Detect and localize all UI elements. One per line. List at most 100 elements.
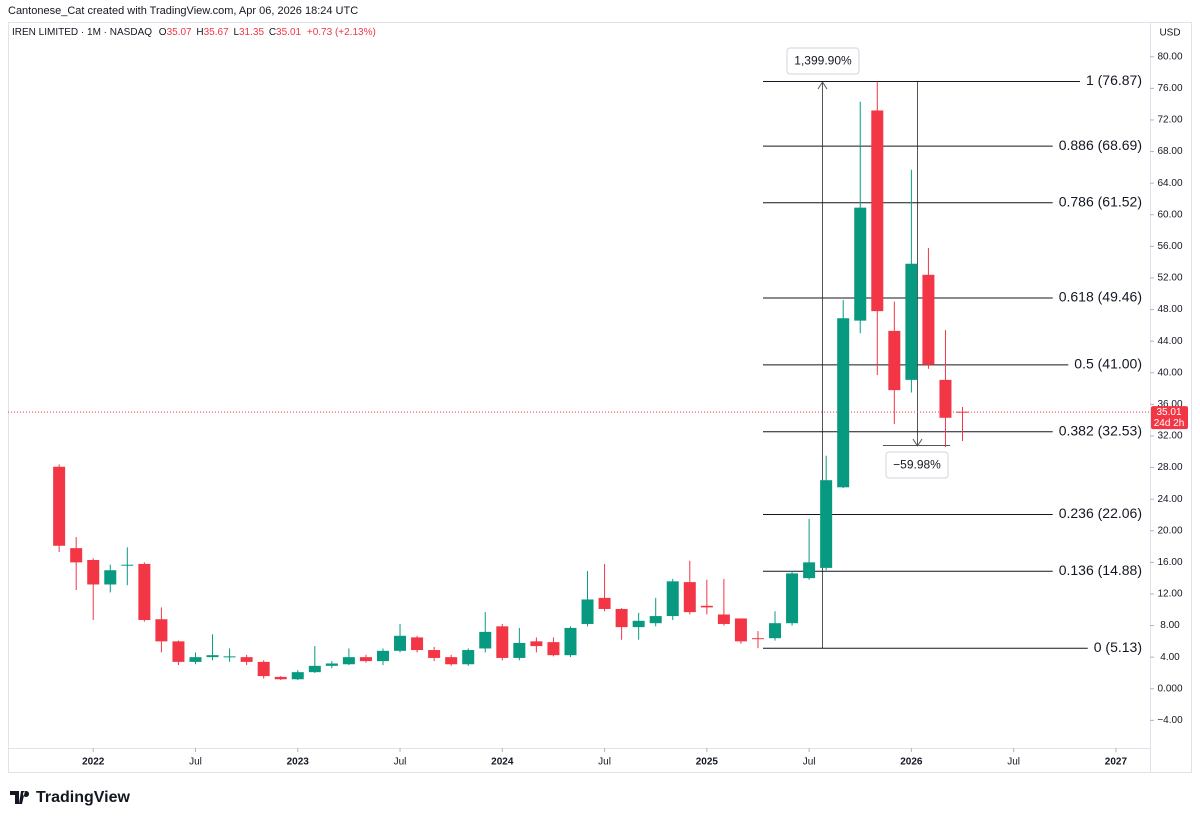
- y-tick-label: 68.00: [1157, 146, 1182, 157]
- candle: [53, 464, 66, 553]
- candle-body: [854, 207, 867, 321]
- candle-body: [939, 379, 952, 418]
- y-tick-label: 8.00: [1160, 620, 1180, 631]
- chart-frame: [8, 22, 1192, 773]
- candle: [751, 631, 764, 649]
- candle: [206, 634, 219, 661]
- candle: [547, 637, 560, 657]
- candle: [905, 169, 918, 393]
- x-tick-label: Jul: [189, 757, 202, 768]
- candle: [240, 654, 253, 666]
- candle-body: [223, 656, 236, 658]
- x-tick-label: Jul: [394, 757, 407, 768]
- candle: [428, 646, 441, 662]
- y-tick-label: 60.00: [1157, 209, 1182, 220]
- y-tick-label: 44.00: [1157, 336, 1182, 347]
- candle: [564, 626, 577, 658]
- candle: [769, 611, 782, 641]
- y-tick-label: 64.00: [1157, 178, 1182, 189]
- candle-body: [138, 563, 151, 621]
- candle-body: [257, 661, 270, 677]
- legend-value: 35.07: [167, 27, 192, 38]
- candle: [939, 330, 952, 448]
- y-tick-label: 76.00: [1157, 83, 1182, 94]
- candle: [598, 563, 611, 612]
- candle-body: [632, 620, 645, 628]
- candle: [376, 648, 389, 666]
- x-tick-label: 2024: [491, 757, 514, 768]
- candle: [274, 676, 287, 681]
- candle-body: [803, 562, 816, 579]
- candle: [172, 640, 185, 666]
- candle-body: [956, 411, 969, 413]
- fib-label: 1 (76.87): [1086, 72, 1142, 88]
- price-tag-label: 35.01: [1156, 407, 1181, 418]
- y-tick-label: 72.00: [1157, 115, 1182, 126]
- measure-arrow: [912, 438, 923, 447]
- y-tick-label: 32.00: [1157, 431, 1182, 442]
- candle: [632, 612, 645, 640]
- candle: [513, 627, 526, 661]
- candle-body: [820, 480, 833, 568]
- y-tick-label: 12.00: [1157, 589, 1182, 600]
- candle: [956, 406, 969, 442]
- candle: [189, 652, 202, 665]
- measure-box: [885, 451, 949, 479]
- legend-change: +0.73 (+2.13%): [307, 27, 376, 38]
- candle-body: [837, 318, 850, 488]
- y-tick-label: 40.00: [1157, 367, 1182, 378]
- candle-body: [53, 466, 66, 546]
- x-tick-label: 2025: [696, 757, 719, 768]
- candle: [257, 660, 270, 679]
- candle-body: [683, 582, 696, 613]
- candle-body: [734, 618, 747, 642]
- y-tick-label: 0.000: [1157, 683, 1182, 694]
- candle-body: [189, 657, 202, 662]
- candle: [308, 646, 321, 673]
- x-tick-label: 2026: [900, 757, 923, 768]
- candle-body: [274, 676, 287, 680]
- candle: [871, 81, 884, 376]
- legend-value: 35.67: [204, 27, 229, 38]
- candle-body: [564, 627, 577, 656]
- candle: [803, 518, 816, 580]
- price-tag: [1151, 406, 1188, 430]
- candle: [479, 612, 492, 653]
- candle: [888, 301, 901, 425]
- candle-body: [428, 650, 441, 658]
- measure-arrow: [817, 81, 828, 90]
- candle-body: [751, 638, 764, 640]
- candle-body: [888, 330, 901, 391]
- fib-label: 0.382 (32.53): [1059, 422, 1142, 438]
- candle-body: [342, 657, 355, 665]
- fib-label: 0.136 (14.88): [1059, 562, 1142, 578]
- candle: [394, 623, 407, 653]
- x-tick-label: 2022: [82, 757, 105, 768]
- candle: [854, 101, 867, 334]
- legend-key: C: [269, 27, 276, 38]
- candle: [445, 654, 458, 666]
- candle: [223, 648, 236, 662]
- candle: [683, 560, 696, 615]
- y-tick-label: 52.00: [1157, 273, 1182, 284]
- candle: [411, 635, 424, 653]
- fib-label: 0.618 (49.46): [1059, 289, 1142, 305]
- candle-body: [172, 641, 185, 662]
- x-tick-label: 2027: [1105, 757, 1128, 768]
- y-tick-label: 16.00: [1157, 557, 1182, 568]
- candle-body: [359, 657, 372, 662]
- fib-label: 0.786 (61.52): [1059, 193, 1142, 209]
- candle-body: [700, 605, 713, 608]
- candle-body: [922, 274, 935, 365]
- symbol-legend: IREN LIMITED · 1M · NASDAQ O35.07 H35.67…: [12, 27, 376, 38]
- candle-body: [905, 263, 918, 380]
- candle-body: [786, 573, 799, 624]
- legend-key: O: [159, 27, 167, 38]
- candle-body: [513, 642, 526, 658]
- currency: USD: [1159, 28, 1180, 39]
- candle-body: [445, 657, 458, 665]
- candle-body: [308, 665, 321, 673]
- candle: [359, 654, 372, 663]
- legend-value: 31.35: [239, 27, 264, 38]
